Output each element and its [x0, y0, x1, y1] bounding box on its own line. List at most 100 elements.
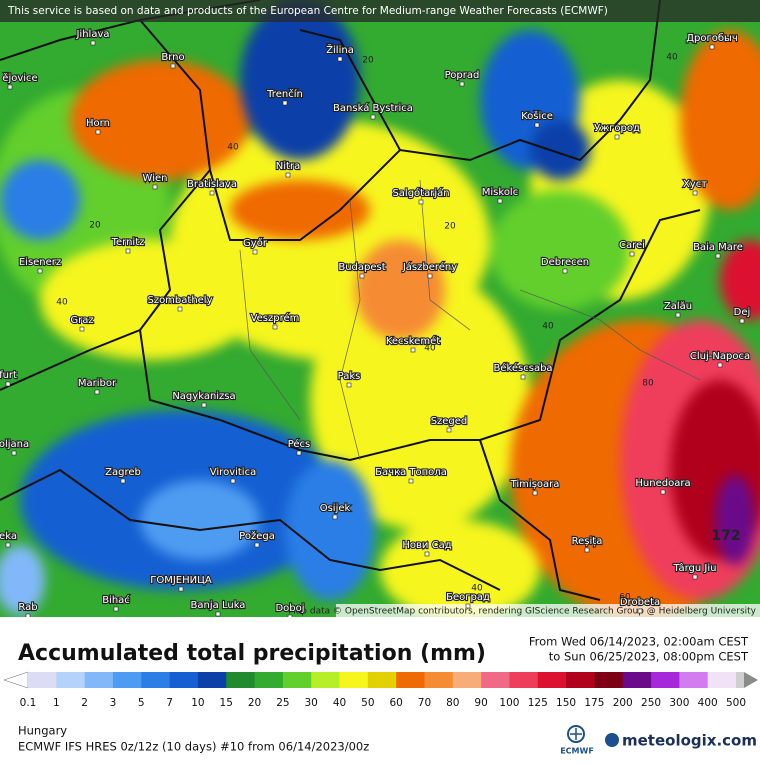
legend-swatch: [56, 672, 86, 688]
precipitation-map: This service is based on data and produc…: [0, 0, 760, 617]
city-marker: [296, 450, 302, 456]
city-label: Wien: [143, 173, 168, 184]
map-title: Accumulated total precipitation (mm): [18, 641, 486, 666]
city-marker: [178, 586, 184, 592]
city-marker: [359, 273, 365, 279]
legend-tick-label: 0.1: [20, 697, 37, 709]
city-marker: [125, 248, 131, 254]
city-marker: [11, 450, 17, 456]
city-label: Budapest: [338, 262, 385, 273]
city-marker: [37, 268, 43, 274]
city-marker: [287, 614, 293, 617]
legend-swatch: [651, 672, 680, 688]
city-label: Požega: [239, 530, 275, 542]
legend-tick-label: 5: [138, 697, 145, 709]
contour-label: 60: [619, 593, 631, 603]
city-marker: [152, 184, 158, 190]
contour-label: 40: [542, 322, 554, 332]
country-borders: [0, 0, 701, 601]
city-label: Doboj: [275, 603, 304, 614]
city-label: Žilina: [326, 43, 354, 56]
city-label: Graz: [70, 315, 93, 326]
legend-tick-label: 30: [305, 697, 318, 709]
region-borders: [239, 179, 701, 461]
city-marker: [337, 56, 343, 62]
contour-labels: 40 20 20 20 40 40 40 40 80 40 60 172: [56, 53, 740, 603]
city-label: Pécs: [288, 438, 311, 450]
legend-tick-label: 200: [613, 697, 633, 709]
legend-tick-label: 250: [641, 697, 661, 709]
city-label: Cluj-Napoca: [690, 351, 750, 362]
city-marker: [584, 547, 590, 553]
city-marker: [410, 347, 416, 353]
legend-swatch: [707, 672, 737, 688]
contour-label: 40: [56, 298, 68, 308]
city-marker: [497, 198, 503, 204]
contour-label: 40: [471, 584, 483, 594]
city-marker: [520, 374, 526, 380]
city-marker: [7, 84, 13, 90]
brand[interactable]: meteologix.com: [622, 732, 757, 750]
city-marker: [332, 514, 338, 520]
city-label: Timișoara: [510, 479, 560, 490]
city-marker: [346, 382, 352, 388]
region-name: Hungary: [18, 724, 67, 738]
ecmwf-label: ECMWF: [560, 747, 594, 756]
legend-swatch: [112, 672, 142, 688]
city-marker: [120, 478, 126, 484]
legend-swatch: [566, 672, 595, 688]
city-marker: [252, 249, 258, 255]
legend-swatch: [452, 672, 482, 688]
city-label: Kecskemét: [386, 335, 440, 347]
city-label: Bihać: [102, 594, 130, 606]
legend-tick-label: 300: [669, 697, 689, 709]
city-label: Banská Bystrica: [333, 102, 413, 114]
contour-label: 80: [642, 379, 654, 389]
city-label: Jihlava: [75, 29, 109, 40]
city-label: Horn: [86, 118, 110, 129]
contour-label: 20: [362, 56, 374, 66]
city-label: Нови Сад: [402, 540, 451, 551]
legend-tick-label: 175: [584, 697, 604, 709]
legend-tick-label: 70: [418, 697, 431, 709]
city-label: Carei: [619, 240, 645, 251]
city-marker: [94, 389, 100, 395]
city-marker: [629, 251, 635, 257]
city-label: Salgótarján: [392, 187, 449, 199]
city-label: Хуст: [683, 179, 707, 190]
notice-bar: [0, 0, 760, 22]
city-marker: [739, 318, 745, 324]
contour-label: 20: [89, 221, 101, 231]
contour-label: 40: [424, 344, 436, 354]
city-label: Jászberény: [402, 261, 457, 273]
legend-tick-label: 20: [248, 697, 261, 709]
city-marker: [201, 402, 207, 408]
brand-icon: [605, 733, 619, 747]
city-label: Ternitz: [111, 237, 145, 248]
legend-swatch: [537, 672, 567, 688]
city-marker: [534, 122, 540, 128]
legend-swatch: [367, 672, 397, 688]
city-marker: [408, 478, 414, 484]
city-label: Paks: [338, 371, 361, 382]
legend-swatch: [311, 672, 341, 688]
city-labels: Jihlava Brno Žilina Poprad Дрогобыч Trenčín Ba…: [0, 28, 751, 617]
city-marker: [692, 190, 698, 196]
city-label: Veszprém: [251, 312, 300, 324]
city-label: Hunedoara: [635, 478, 690, 489]
city-label: furt: [0, 370, 17, 381]
attribution: Map data © OpenStreetMap contributors, r…: [288, 607, 757, 617]
city-marker: [170, 63, 176, 69]
legend-tick-label: 500: [726, 697, 746, 709]
legend-swatch: [424, 672, 454, 688]
ecmwf-logo: ECMWF: [560, 725, 594, 756]
city-label: Győr: [243, 237, 268, 249]
city-marker: [254, 542, 260, 548]
city-marker: [459, 81, 465, 87]
legend-swatch: [509, 672, 539, 688]
legend-swatch: [226, 672, 256, 688]
city-marker: [465, 603, 471, 609]
contour-label: 40: [227, 143, 239, 153]
city-marker: [5, 381, 11, 387]
